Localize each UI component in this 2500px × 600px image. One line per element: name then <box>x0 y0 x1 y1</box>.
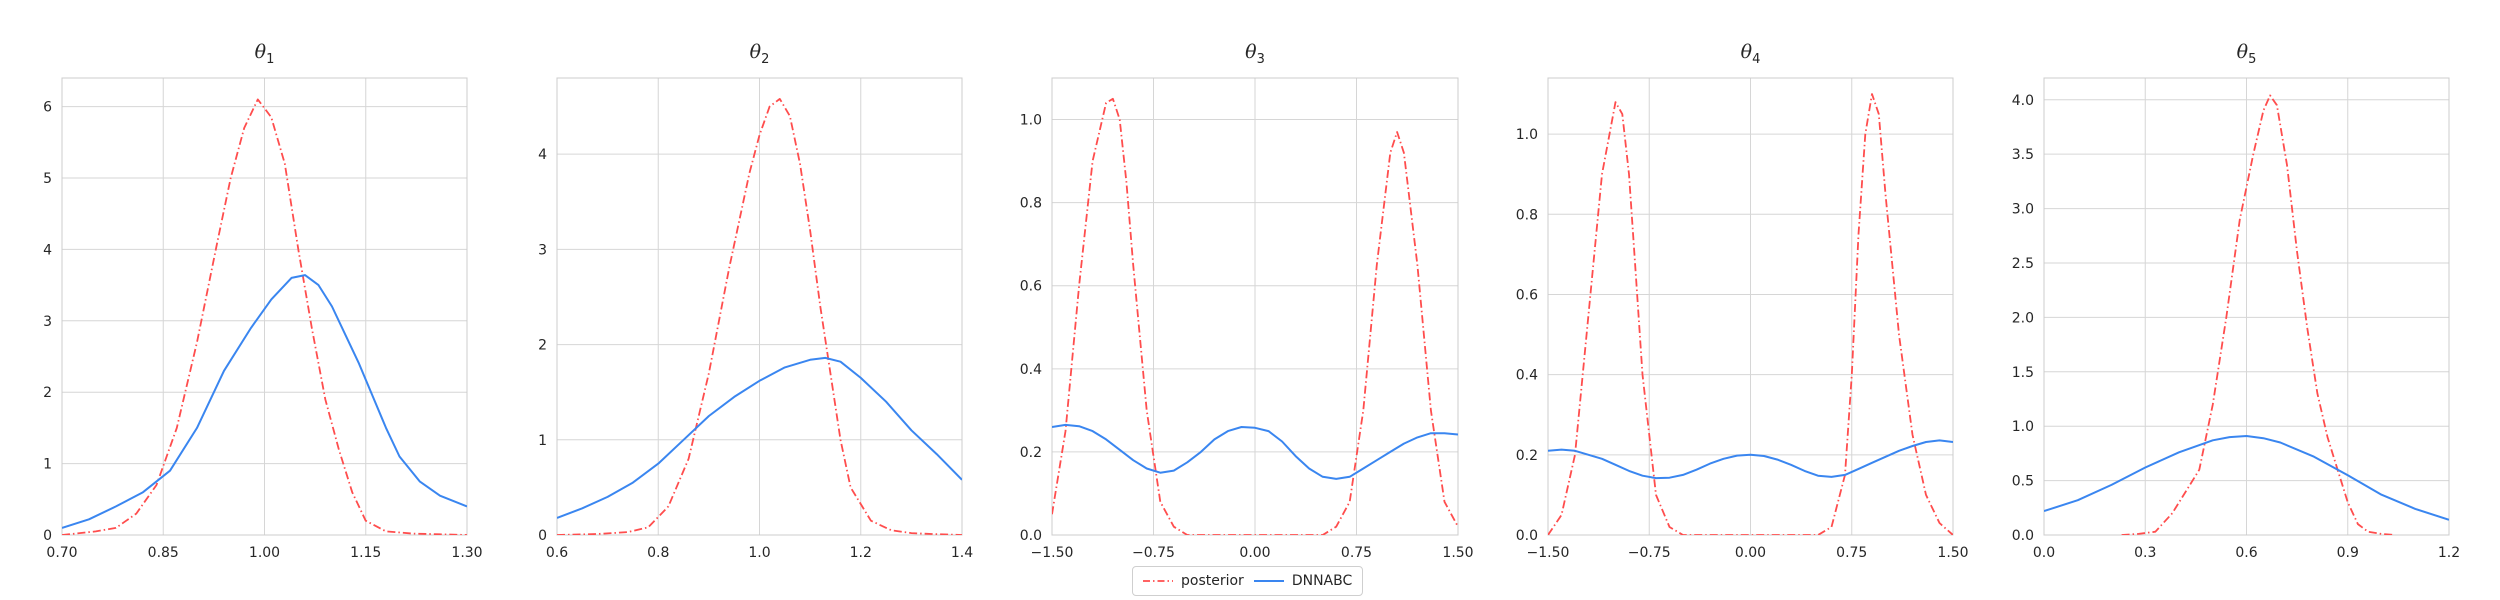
x-tick-label: 1.2 <box>850 545 872 561</box>
legend-swatch-dnnabc <box>1253 580 1284 582</box>
series-line-dnnabc <box>2044 435 2449 521</box>
y-tick-label: 4 <box>43 242 52 258</box>
x-tick-label: 1.4 <box>951 545 973 561</box>
y-tick-label: 3.0 <box>2012 202 2034 218</box>
y-tick-label: 0.0 <box>1020 528 1042 544</box>
y-tick-label: 0.4 <box>1020 362 1042 378</box>
subplot-3: −1.50 −0.75 0.00 0.75 1.50 0.0 0.2 0.4 0.6 0.8 1.0… <box>1020 41 1474 561</box>
x-tick-label: 1.30 <box>451 545 482 561</box>
legend-label-posterior: posterior <box>1181 573 1244 589</box>
legend-label-dnnabc: DNNABC <box>1291 573 1353 589</box>
series-line-dnnabc <box>557 356 962 519</box>
y-tick-label: 1.5 <box>2012 365 2034 381</box>
y-tick-label: 2 <box>43 385 52 401</box>
x-tick-label: 1.0 <box>748 545 770 561</box>
y-tick-label: 1.0 <box>1516 127 1538 143</box>
x-tick-label: 1.15 <box>350 545 381 561</box>
y-tick-label: 0 <box>43 528 52 544</box>
series-line-posterior <box>1052 97 1458 535</box>
x-tick-label: 0.6 <box>546 545 568 561</box>
x-tick-label: 0.00 <box>1239 545 1270 561</box>
subplot-title: θ1 <box>255 41 275 67</box>
y-tick-label: 0.6 <box>1020 279 1042 295</box>
y-tick-label: 1.0 <box>1020 113 1042 129</box>
y-tick-label: 0.2 <box>1516 448 1538 464</box>
x-tick-label: 0.0 <box>2033 545 2055 561</box>
series-line-posterior <box>1548 93 1953 535</box>
y-tick-label: 3 <box>538 242 547 258</box>
x-tick-label: 0.75 <box>1341 545 1372 561</box>
x-tick-label: −1.50 <box>1527 545 1570 561</box>
y-tick-label: 0.2 <box>1020 445 1042 461</box>
y-tick-label: 0.6 <box>1516 287 1538 303</box>
y-tick-label: 5 <box>43 171 52 187</box>
legend-item-posterior: posterior <box>1143 573 1244 589</box>
x-tick-label: 1.00 <box>249 545 280 561</box>
series-line-posterior <box>557 98 962 535</box>
series-line-dnnabc <box>1548 439 1953 480</box>
y-tick-label: 2 <box>538 338 547 354</box>
x-tick-label: 0.8 <box>647 545 669 561</box>
x-tick-label: 0.00 <box>1735 545 1766 561</box>
x-tick-label: 0.75 <box>1836 545 1867 561</box>
x-tick-label: 0.6 <box>2235 545 2257 561</box>
plot-frame <box>2043 77 2450 536</box>
y-tick-label: 4 <box>538 147 547 163</box>
plot-frame <box>1547 77 1954 536</box>
subplot-5: 0.0 0.3 0.6 0.9 1.2 0.0 0.5 1.0 1.5 2.0 2.5 3.0 3.5 4… <box>2012 41 2460 561</box>
y-tick-label: 0.0 <box>2012 528 2034 544</box>
y-tick-label: 0 <box>538 528 547 544</box>
x-tick-label: 1.2 <box>2438 545 2460 561</box>
series-line-posterior <box>2121 94 2396 535</box>
y-tick-label: 0.4 <box>1516 368 1538 384</box>
subplot-title: θ5 <box>2237 41 2257 67</box>
y-tick-label: 0.8 <box>1516 207 1538 223</box>
y-tick-label: 2.5 <box>2012 256 2034 272</box>
series-line-dnnabc <box>62 274 467 529</box>
y-tick-label: 0.8 <box>1020 196 1042 212</box>
legend: posterior DNNABC <box>1132 566 1364 596</box>
legend-swatch-posterior <box>1143 580 1173 582</box>
x-tick-label: −1.50 <box>1031 545 1074 561</box>
subplot-title: θ2 <box>750 41 770 67</box>
x-tick-label: 0.70 <box>46 545 77 561</box>
y-tick-label: 2.0 <box>2012 310 2034 326</box>
x-tick-label: 1.50 <box>1937 545 1968 561</box>
y-tick-label: 1.0 <box>2012 419 2034 435</box>
y-tick-label: 1 <box>538 433 547 449</box>
x-tick-label: −0.75 <box>1132 545 1175 561</box>
subplot-2: 0.6 0.8 1.0 1.2 1.4 0 1 2 3 4 θ2 <box>538 41 973 561</box>
subplot-title: θ4 <box>1741 41 1761 67</box>
y-tick-label: 3 <box>43 314 52 330</box>
y-tick-label: 0.0 <box>1516 528 1538 544</box>
x-tick-label: 0.9 <box>2337 545 2359 561</box>
y-tick-label: 0.5 <box>2012 474 2034 490</box>
plot-frame <box>556 77 963 536</box>
x-tick-label: −0.75 <box>1628 545 1671 561</box>
plot-frame <box>61 77 468 536</box>
x-tick-label: 0.85 <box>148 545 179 561</box>
series-line-dnnabc <box>1052 423 1458 480</box>
y-tick-label: 1 <box>43 457 52 473</box>
y-tick-label: 3.5 <box>2012 147 2034 163</box>
y-tick-label: 6 <box>43 100 52 116</box>
x-tick-label: 0.3 <box>2134 545 2156 561</box>
subplot-title: θ3 <box>1245 41 1265 67</box>
subplot-1: 0.70 0.85 1.00 1.15 1.30 0 1 2 3 4 5 6 θ1 <box>43 41 483 561</box>
y-tick-label: 4.0 <box>2012 93 2034 109</box>
subplot-4: −1.50 −0.75 0.00 0.75 1.50 0.0 0.2 0.4 0.6 0.8 1.0… <box>1516 41 1969 561</box>
x-tick-label: 1.50 <box>1442 545 1473 561</box>
legend-item-dnnabc: DNNABC <box>1253 573 1353 589</box>
